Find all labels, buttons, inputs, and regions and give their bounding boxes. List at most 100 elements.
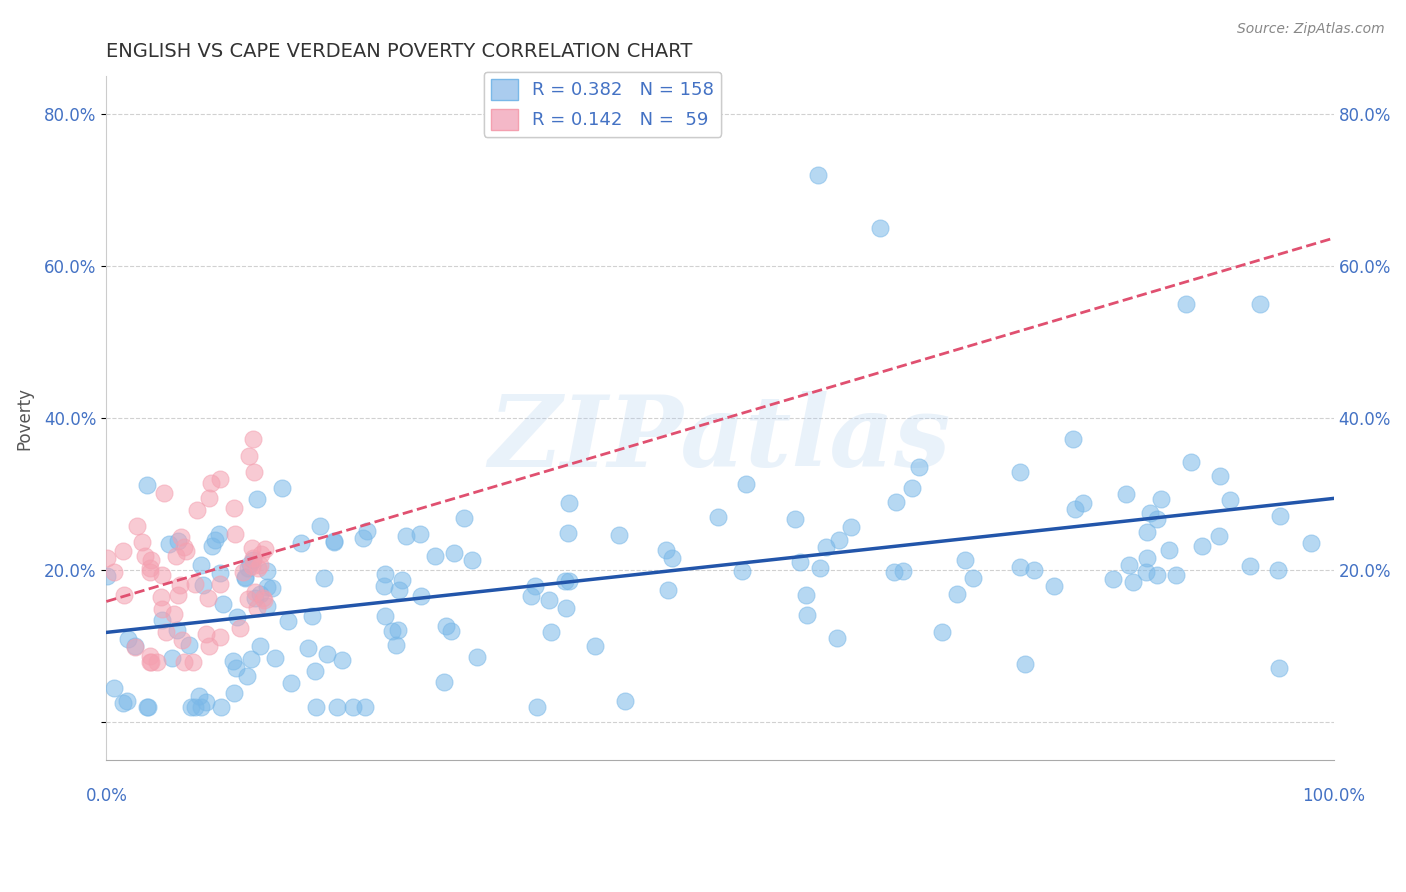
Point — [191, 578, 214, 592]
Point — [271, 481, 294, 495]
Point — [783, 512, 806, 526]
Point — [242, 432, 264, 446]
Point — [238, 560, 260, 574]
Point — [181, 655, 204, 669]
Point — [153, 485, 176, 500]
Point — [796, 607, 818, 622]
Point — [1267, 563, 1289, 577]
Point — [395, 528, 418, 542]
Point — [125, 518, 148, 533]
Point — [155, 624, 177, 639]
Point — [945, 587, 967, 601]
Point — [1008, 465, 1031, 479]
Point — [322, 534, 344, 549]
Point — [124, 640, 146, 654]
Point — [789, 555, 811, 569]
Point — [195, 627, 218, 641]
Y-axis label: Poverty: Poverty — [15, 387, 32, 450]
Point — [233, 570, 256, 584]
Point — [654, 543, 676, 558]
Point — [883, 566, 905, 580]
Point — [661, 550, 683, 565]
Point — [1239, 558, 1261, 573]
Point — [236, 668, 259, 682]
Point — [1268, 508, 1291, 523]
Point — [170, 632, 193, 647]
Point — [825, 631, 848, 645]
Point — [794, 588, 817, 602]
Point — [1146, 567, 1168, 582]
Point — [280, 676, 302, 690]
Point — [526, 700, 548, 714]
Point — [869, 221, 891, 235]
Point — [558, 574, 581, 588]
Point — [352, 531, 374, 545]
Point — [246, 561, 269, 575]
Point — [169, 578, 191, 592]
Point — [1299, 536, 1322, 550]
Point — [1024, 563, 1046, 577]
Point — [242, 558, 264, 573]
Text: 100.0%: 100.0% — [1302, 788, 1365, 805]
Point — [1102, 572, 1125, 586]
Point — [111, 697, 134, 711]
Point — [194, 695, 217, 709]
Point — [124, 640, 146, 654]
Point — [884, 495, 907, 509]
Point — [434, 619, 457, 633]
Point — [808, 561, 831, 575]
Point — [657, 583, 679, 598]
Point — [135, 477, 157, 491]
Point — [374, 567, 396, 582]
Text: 0.0%: 0.0% — [86, 788, 128, 805]
Point — [1136, 550, 1159, 565]
Point — [117, 632, 139, 647]
Point — [1209, 469, 1232, 483]
Point — [557, 526, 579, 541]
Point — [1043, 579, 1066, 593]
Point — [1115, 486, 1137, 500]
Point — [190, 558, 212, 572]
Point — [242, 550, 264, 565]
Point — [141, 553, 163, 567]
Point — [209, 700, 232, 714]
Point — [180, 699, 202, 714]
Point — [1062, 432, 1084, 446]
Point — [246, 601, 269, 615]
Point — [200, 476, 222, 491]
Point — [139, 648, 162, 663]
Point — [735, 477, 758, 491]
Point — [1146, 512, 1168, 526]
Point — [229, 621, 252, 635]
Point — [439, 624, 461, 638]
Point — [242, 552, 264, 566]
Point — [312, 571, 335, 585]
Point — [136, 700, 159, 714]
Point — [232, 565, 254, 579]
Point — [226, 610, 249, 624]
Point — [187, 690, 209, 704]
Point — [190, 700, 212, 714]
Point — [814, 541, 837, 555]
Point — [388, 582, 411, 597]
Point — [828, 533, 851, 548]
Point — [245, 591, 267, 605]
Point — [208, 631, 231, 645]
Point — [1073, 495, 1095, 509]
Point — [537, 593, 560, 607]
Point — [224, 500, 246, 515]
Point — [1219, 492, 1241, 507]
Point — [1175, 297, 1198, 311]
Point — [222, 686, 245, 700]
Point — [391, 573, 413, 587]
Point — [246, 491, 269, 506]
Point — [260, 581, 283, 595]
Point — [163, 607, 186, 621]
Point — [243, 465, 266, 479]
Point — [1268, 661, 1291, 675]
Point — [277, 615, 299, 629]
Point — [150, 602, 173, 616]
Point — [222, 654, 245, 668]
Point — [157, 537, 180, 551]
Point — [115, 694, 138, 708]
